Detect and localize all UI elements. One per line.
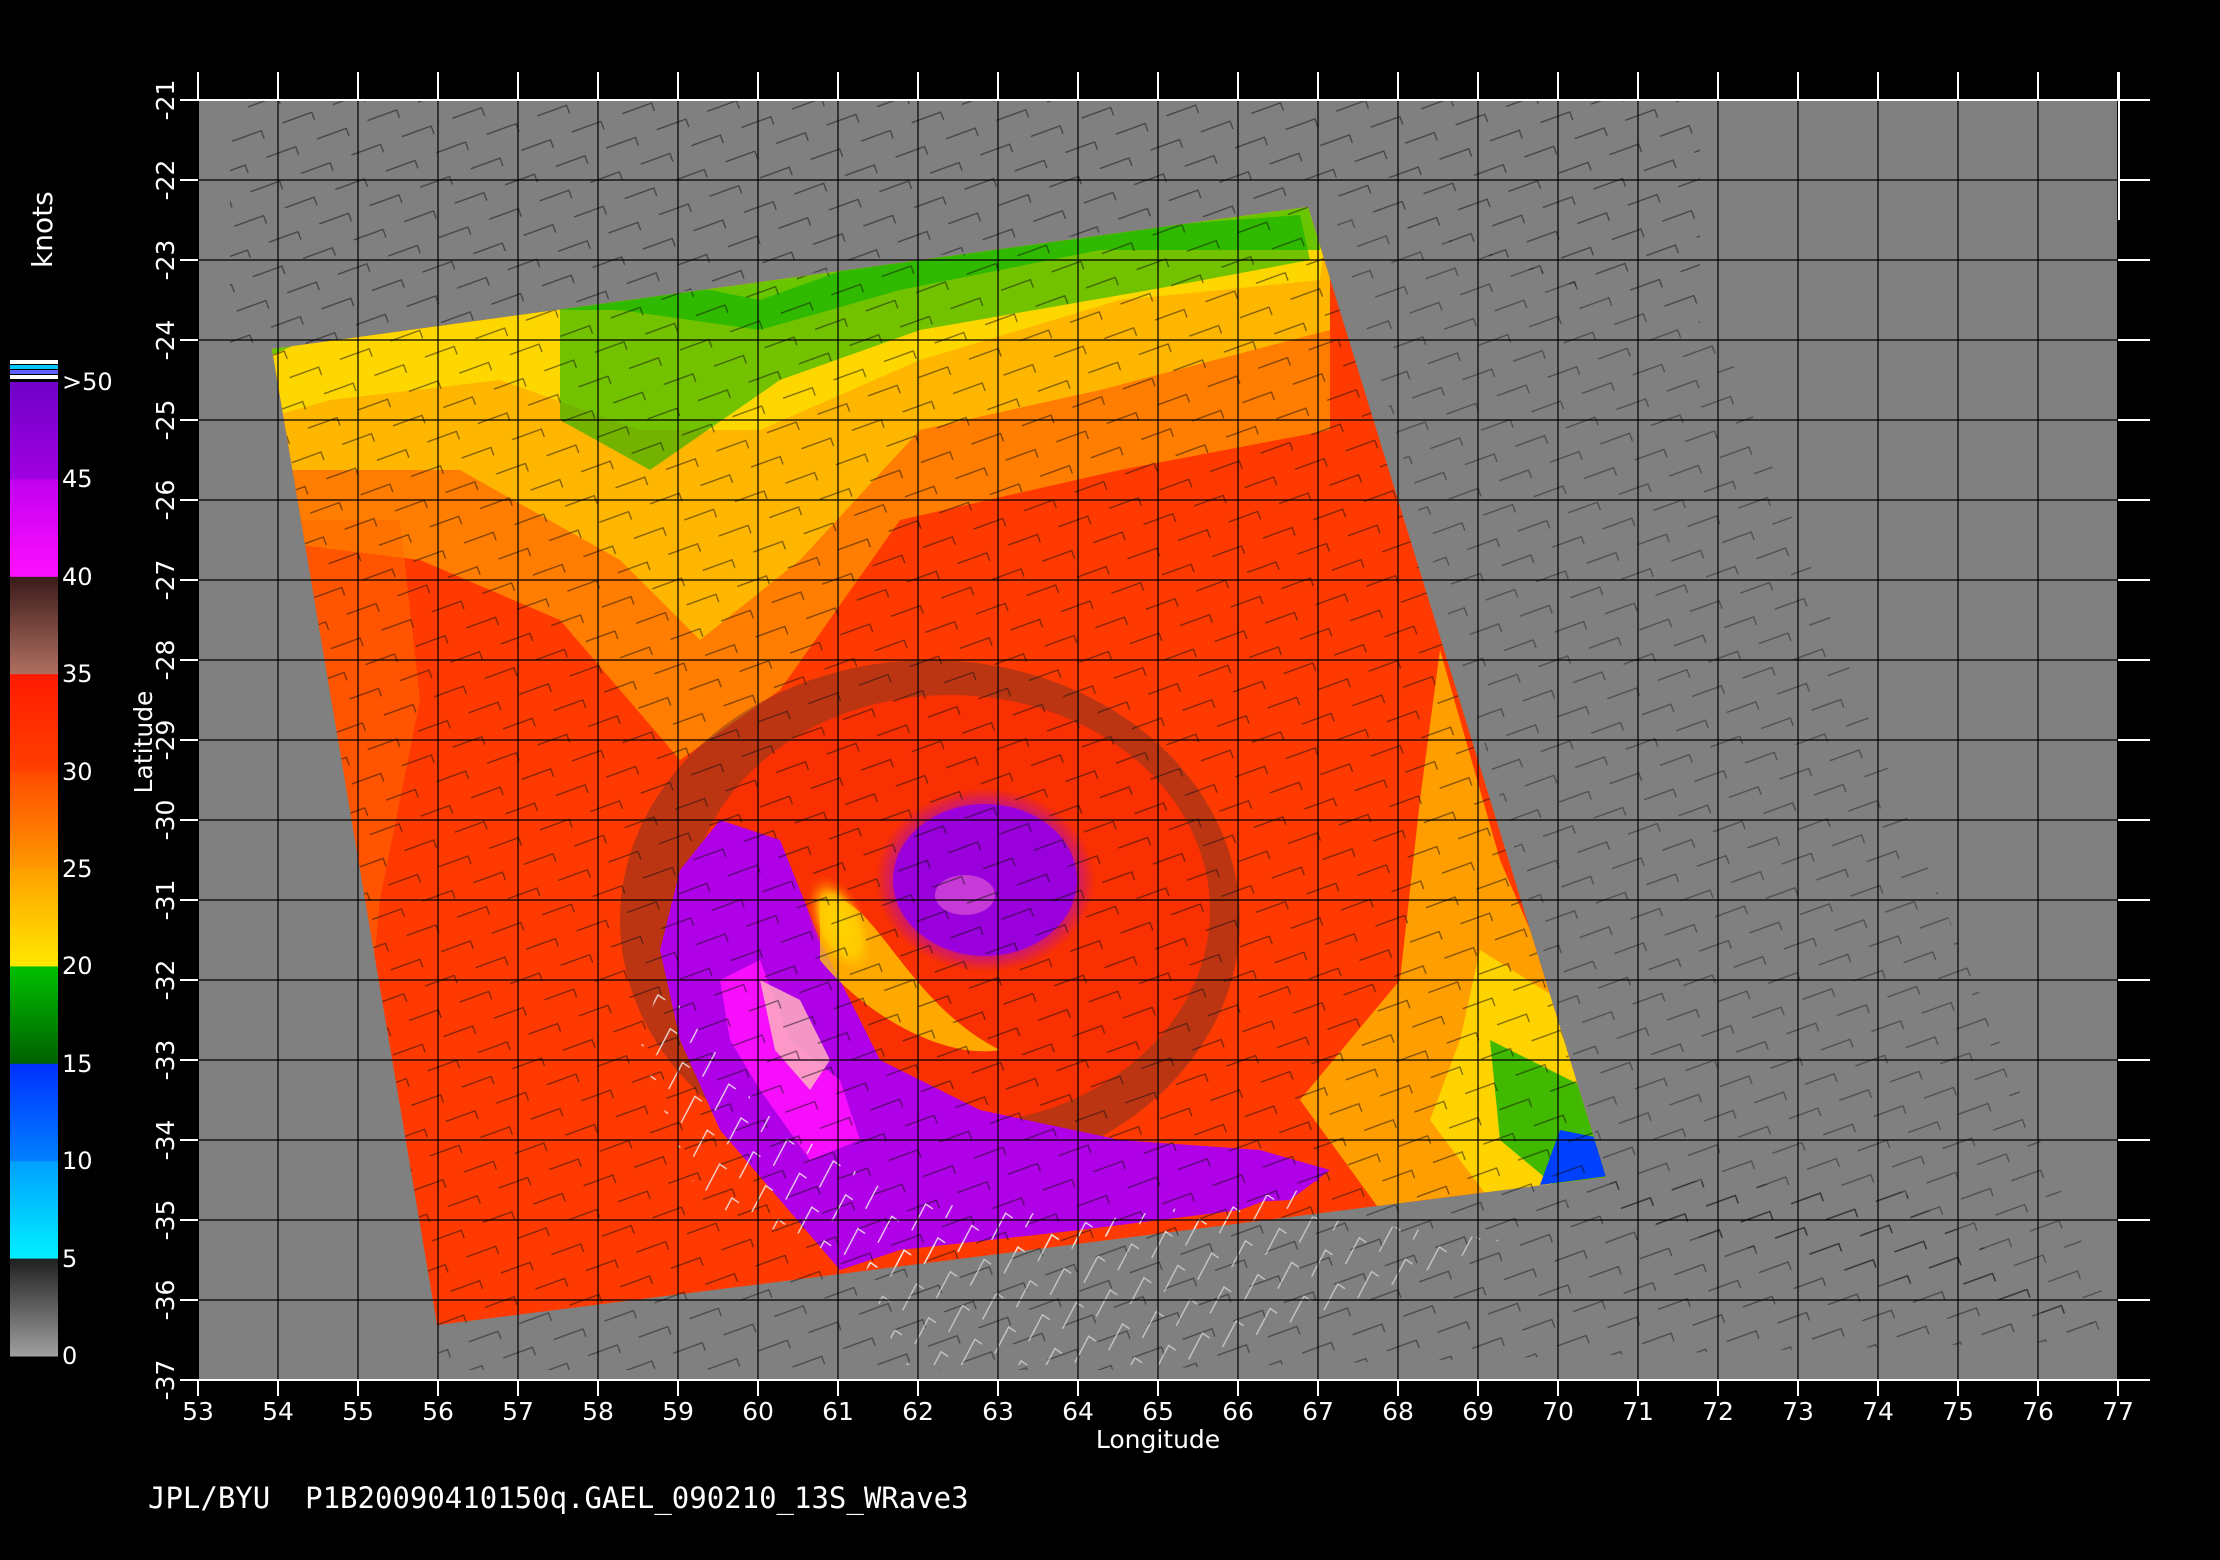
colorbar-label: 30: [62, 757, 93, 786]
lon-tick-label: 66: [1222, 1397, 1254, 1426]
colorbar-label: 0: [62, 1342, 78, 1370]
colorbar-band: [10, 1258, 58, 1357]
longitude-tick-labels: 53 54 55 56 57 58 59 60 61 62 63 64 65 66 67 68 69 70 71 72…: [182, 1397, 2134, 1426]
colorbar-label: 15: [62, 1049, 93, 1078]
lat-tick-label: -23: [151, 240, 180, 281]
footer-caption: JPL/BYU P1B20090410150q.GAEL_090210_13S_…: [148, 1481, 969, 1515]
colorbar-label: 35: [62, 660, 93, 689]
y-axis-title: Latitude: [129, 691, 158, 794]
colorbar-label: 40: [62, 562, 93, 591]
colorbar-label: 20: [62, 952, 93, 981]
lon-tick-label: 72: [1702, 1397, 1734, 1426]
lon-tick-label: 63: [982, 1397, 1014, 1426]
colorbar-label: 25: [62, 855, 93, 883]
colorbar-band: [10, 674, 58, 773]
lon-tick-label: 76: [2022, 1397, 2054, 1426]
lon-tick-label: 54: [262, 1397, 294, 1426]
lon-tick-label: 73: [1782, 1397, 1814, 1426]
lat-tick-label: -27: [151, 560, 180, 601]
lon-tick-label: 74: [1862, 1397, 1894, 1426]
colorbar-title: knots: [26, 191, 59, 268]
colorbar-band: [10, 869, 58, 967]
lat-tick-label: -33: [151, 1040, 180, 1081]
colorbar-band: [10, 771, 58, 870]
lat-tick-label: -30: [151, 800, 180, 841]
lat-tick-label: -32: [151, 960, 180, 1001]
lon-tick-label: 56: [422, 1397, 454, 1426]
lon-tick-label: 53: [182, 1397, 214, 1426]
colorbar-label: 5: [62, 1244, 78, 1273]
colorbar-cap: [10, 375, 58, 379]
lon-tick-label: 61: [822, 1397, 854, 1426]
lat-tick-label: -29: [151, 720, 180, 761]
lat-tick-label: -22: [151, 160, 180, 201]
colorbar-band: [10, 966, 58, 1065]
lon-tick-label: 77: [2102, 1397, 2134, 1426]
lon-tick-label: 68: [1382, 1397, 1414, 1426]
lon-tick-label: 69: [1462, 1397, 1494, 1426]
lon-tick-label: 62: [902, 1397, 934, 1426]
lon-tick-label: 65: [1142, 1397, 1174, 1426]
lat-tick-label: -21: [151, 80, 180, 121]
lon-tick-label: 55: [342, 1397, 374, 1426]
lat-tick-label: -31: [151, 880, 180, 921]
lat-tick-label: -36: [151, 1280, 180, 1321]
latitude-tick-labels: -21 -22 -23 -24 -25 -26 -27 -28 -29 -30 -31 -32 -33 -…: [151, 80, 180, 1401]
lon-tick-label: 71: [1622, 1397, 1654, 1426]
lon-tick-label: 59: [662, 1397, 694, 1426]
colorbar-label: 10: [62, 1147, 93, 1176]
lon-tick-label: 64: [1062, 1397, 1094, 1426]
lon-tick-label: 60: [742, 1397, 774, 1426]
lat-tick-label: -25: [151, 400, 180, 441]
colorbar-band: [10, 1161, 58, 1260]
lon-tick-label: 67: [1302, 1397, 1334, 1426]
lon-tick-label: 70: [1542, 1397, 1574, 1426]
lat-tick-label: -28: [151, 640, 180, 681]
colorbar-cap: [10, 360, 58, 364]
colorbar-band: [10, 576, 58, 675]
colorbar-band: [10, 382, 58, 480]
colorbar-label: >50: [62, 368, 113, 396]
colorbar-cap: [10, 365, 58, 369]
colorbar-band: [10, 1063, 58, 1162]
axis-ticks: [180, 72, 2150, 1396]
colorbar: [10, 360, 58, 1357]
x-axis-title: Longitude: [1096, 1425, 1220, 1454]
lon-tick-label: 58: [582, 1397, 614, 1426]
lat-tick-label: -34: [151, 1120, 180, 1161]
lat-tick-label: -37: [151, 1360, 180, 1401]
lat-tick-label: -35: [151, 1200, 180, 1241]
lon-tick-label: 57: [502, 1397, 534, 1426]
colorbar-cap: [10, 370, 58, 374]
lat-tick-label: -24: [151, 320, 180, 361]
lat-tick-label: -26: [151, 480, 180, 521]
lon-tick-label: 75: [1942, 1397, 1974, 1426]
colorbar-band: [10, 479, 58, 578]
colorbar-label: 45: [62, 465, 93, 494]
